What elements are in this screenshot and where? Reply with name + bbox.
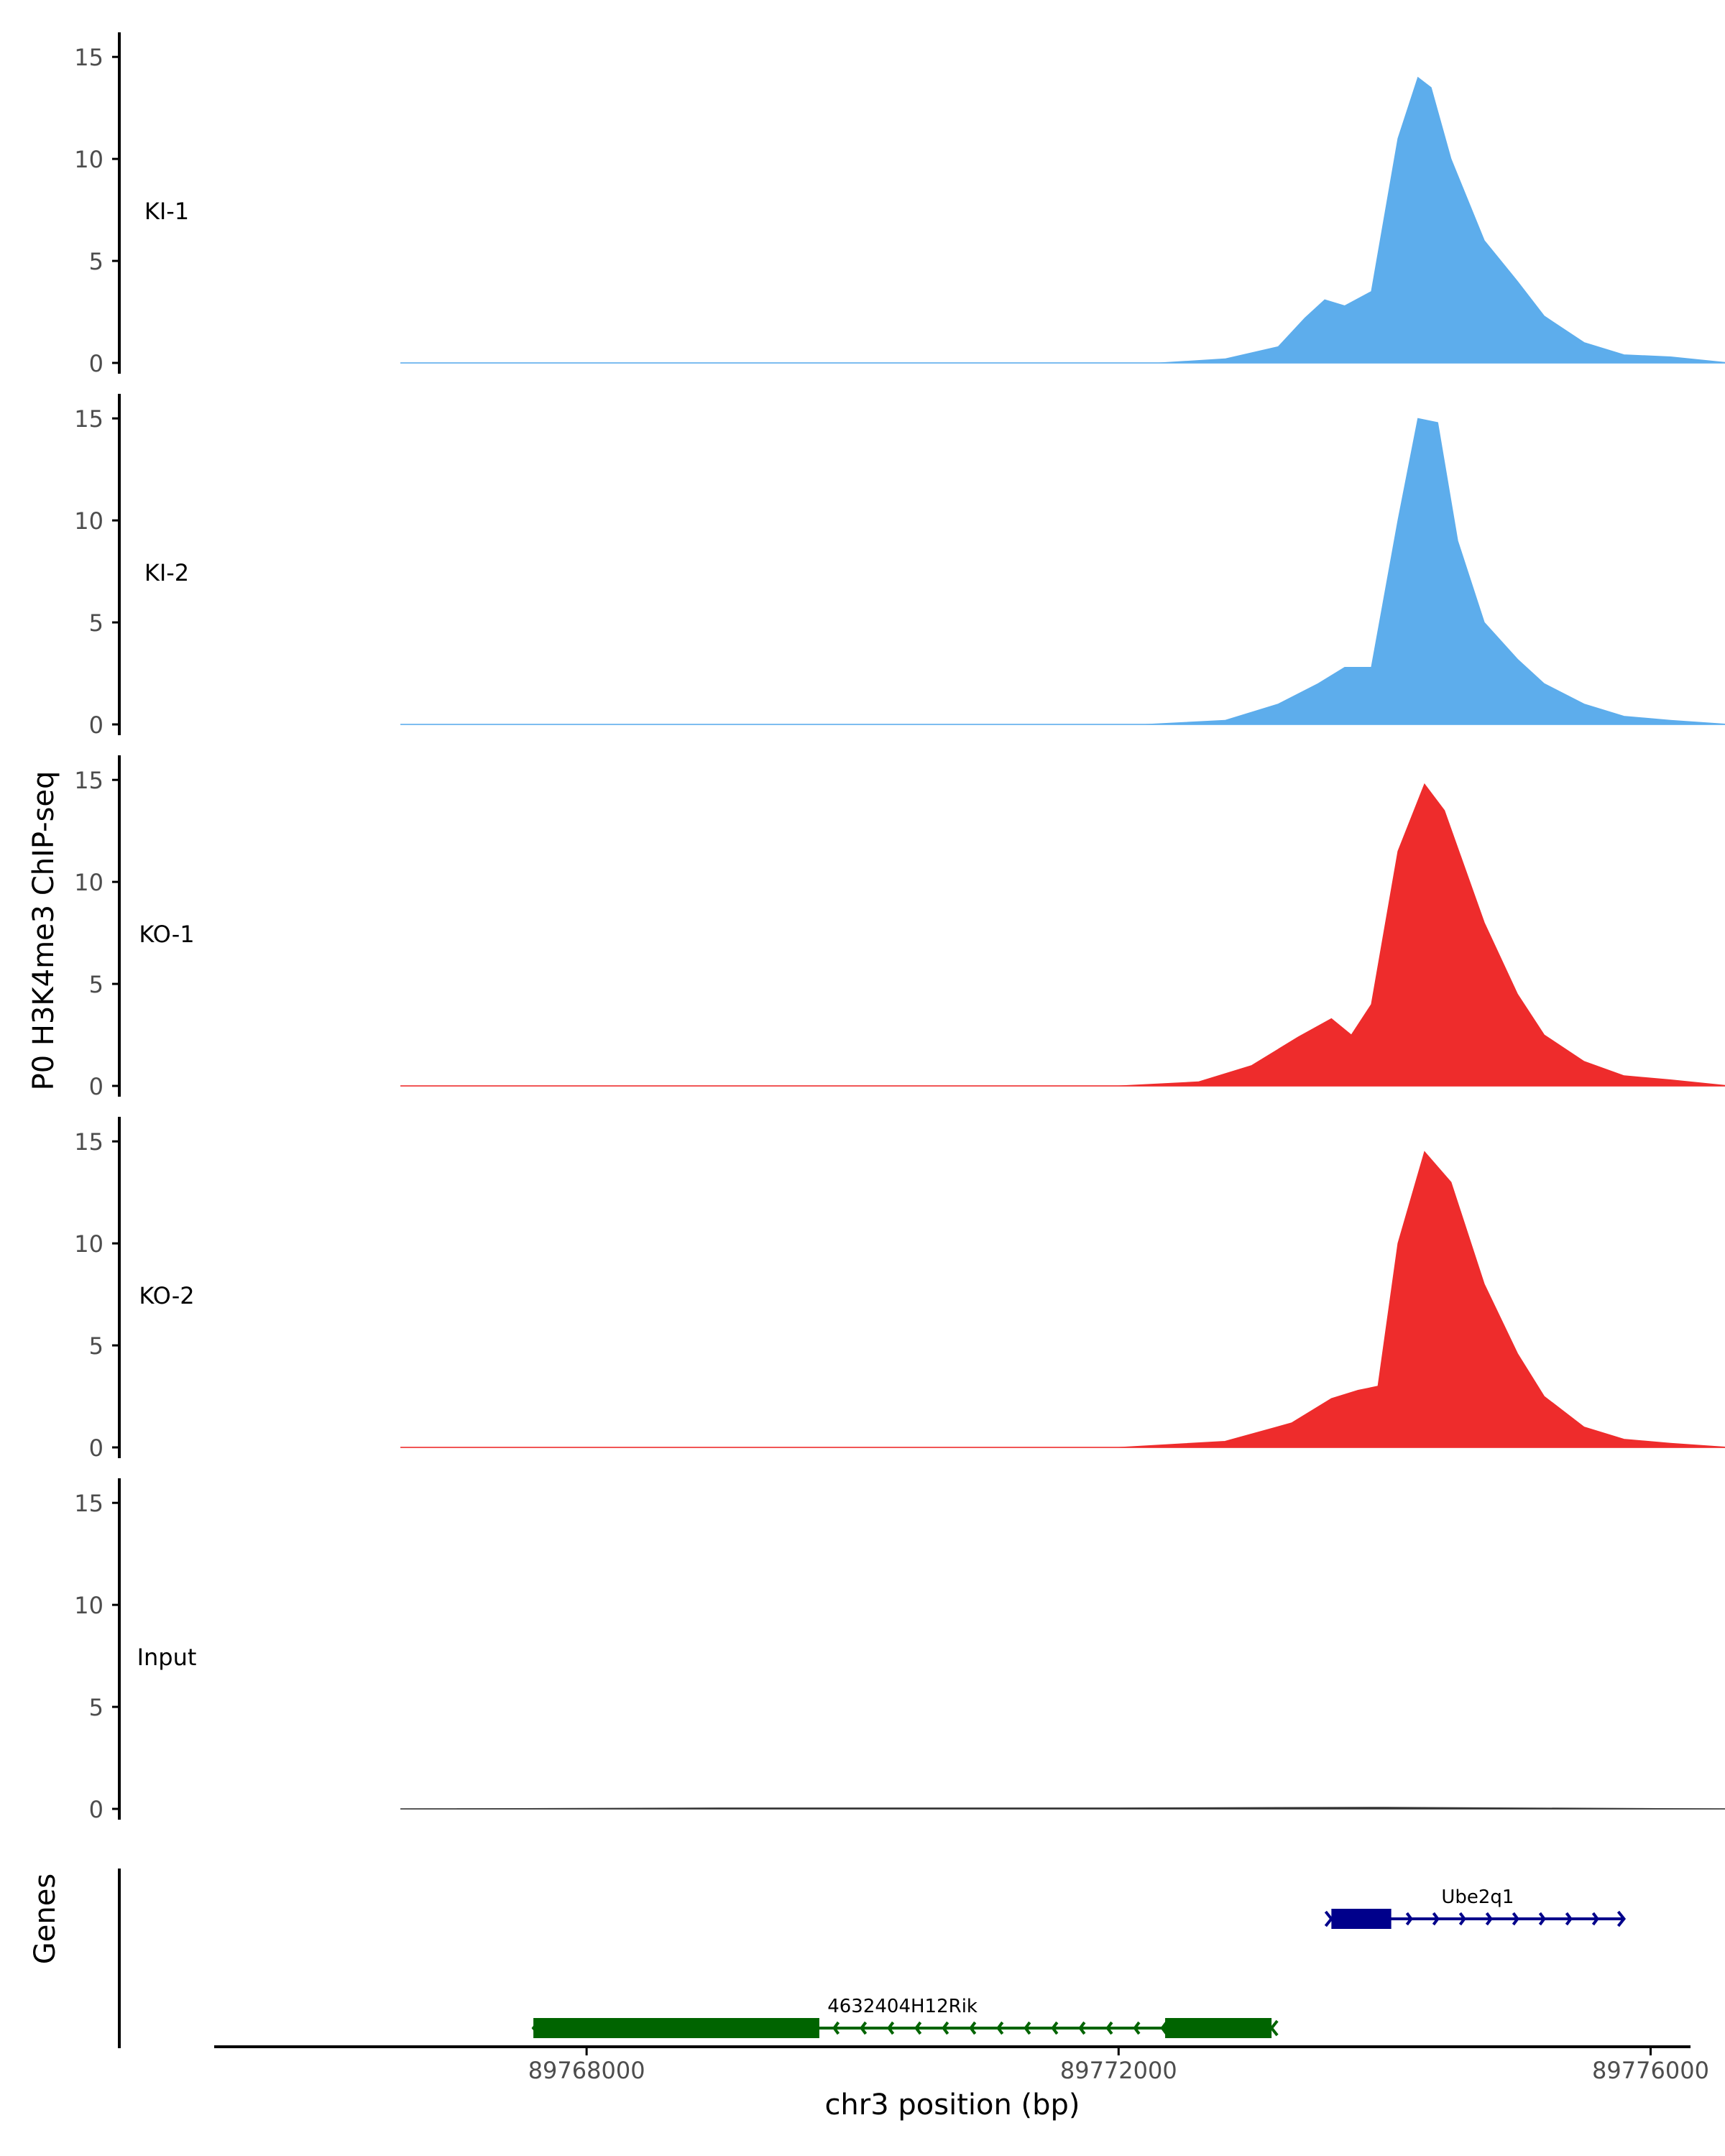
strand-arrow (1458, 1912, 1466, 1926)
y-tick-label: 0 (89, 711, 104, 739)
y-tick-label: 5 (89, 971, 104, 998)
y-tick-label: 10 (74, 1230, 104, 1258)
track-panel-KI-2: 0 5 10 15 KI-2 (74, 394, 1725, 739)
strand-arrow (887, 2021, 895, 2035)
y-tick-label: 10 (74, 869, 104, 896)
y-tick-label: 0 (89, 1073, 104, 1100)
y-axis-title: P0 H3K4me3 ChIP-seq (27, 771, 60, 1091)
track-panel-KO-1: 0 5 10 15 KO-1 (74, 755, 1725, 1100)
y-tick-label: 15 (74, 767, 104, 794)
strand-arrow (1105, 2021, 1113, 2035)
sample-label: Input (137, 1644, 197, 1671)
strand-arrow (914, 2021, 922, 2035)
track-panel-Input: 0 5 10 15 Input (74, 1478, 1725, 1823)
y-tick-label: 15 (74, 405, 104, 433)
strand-arrow (1078, 2021, 1086, 2035)
sample-label: KO-1 (139, 921, 194, 948)
x-tick-label: 89772000 (1060, 2057, 1177, 2084)
y-tick-label: 10 (74, 507, 104, 535)
sample-label: KO-2 (139, 1282, 194, 1309)
strand-arrow (942, 2021, 949, 2035)
signal-area-KI-2 (400, 418, 1725, 725)
gene-exon (1165, 2018, 1272, 2038)
x-tick-label: 89768000 (528, 2057, 645, 2084)
y-tick-label: 10 (74, 1592, 104, 1619)
gene-exon (1331, 1909, 1392, 1929)
y-tick-label: 0 (89, 1796, 104, 1823)
track-panels: 0 5 10 15 KI-1 0 5 10 15 KI-2 0 5 10 15 KO-1 0 5 10 15 KO-2… (74, 32, 1725, 1823)
x-axis-title: chr3 position (bp) (824, 2088, 1080, 2122)
gene-exon (533, 2018, 819, 2038)
strand-arrow (969, 2021, 977, 2035)
strand-arrow (1432, 1912, 1440, 1926)
strand-arrow (1616, 1910, 1627, 1927)
track-panel-KI-1: 0 5 10 15 KI-1 (74, 32, 1725, 377)
signal-area-KI-1 (400, 76, 1725, 364)
gene-4632404H12Rik: 4632404H12Rik (531, 1996, 1279, 2038)
y-tick-label: 5 (89, 1332, 104, 1360)
strand-arrow (860, 2021, 868, 2035)
strand-arrow (1485, 1912, 1493, 1926)
y-tick-label: 5 (89, 609, 104, 637)
strand-arrow (1538, 1912, 1546, 1926)
sample-label: KI-2 (144, 559, 189, 586)
gene-track: 89768000 89772000 89776000 Ube2q1 4632404H12… (118, 1869, 1709, 2084)
strand-arrow (996, 2021, 1004, 2035)
x-tick-label: 89776000 (1592, 2057, 1709, 2084)
gene-Ube2q1: Ube2q1 (1324, 1886, 1627, 1929)
signal-area-KO-2 (400, 1151, 1725, 1448)
track-panel-KO-2: 0 5 10 15 KO-2 (74, 1117, 1725, 1462)
strand-arrow (1051, 2021, 1059, 2035)
y-tick-label: 0 (89, 350, 104, 377)
strand-arrow (1405, 1912, 1413, 1926)
y-tick-label: 5 (89, 248, 104, 275)
gene-track-title: Genes (29, 1874, 62, 1964)
y-tick-label: 15 (74, 44, 104, 71)
sample-label: KI-1 (144, 198, 189, 225)
gene-name-label: Ube2q1 (1441, 1886, 1514, 1908)
signal-area-KO-1 (400, 783, 1725, 1087)
strand-arrow (1269, 2019, 1279, 2037)
strand-arrow (1160, 2021, 1168, 2035)
strand-arrow (1512, 1912, 1519, 1926)
strand-arrow (832, 2021, 840, 2035)
strand-arrow (1133, 2021, 1141, 2035)
strand-arrow (1565, 1912, 1573, 1926)
strand-arrow (1591, 1912, 1599, 1926)
y-tick-label: 15 (74, 1128, 104, 1156)
y-tick-label: 10 (74, 146, 104, 173)
gene-name-label: 4632404H12Rik (827, 1996, 978, 2017)
y-tick-label: 0 (89, 1434, 104, 1462)
strand-arrow (1024, 2021, 1031, 2035)
y-tick-label: 15 (74, 1490, 104, 1517)
y-tick-label: 5 (89, 1694, 104, 1721)
